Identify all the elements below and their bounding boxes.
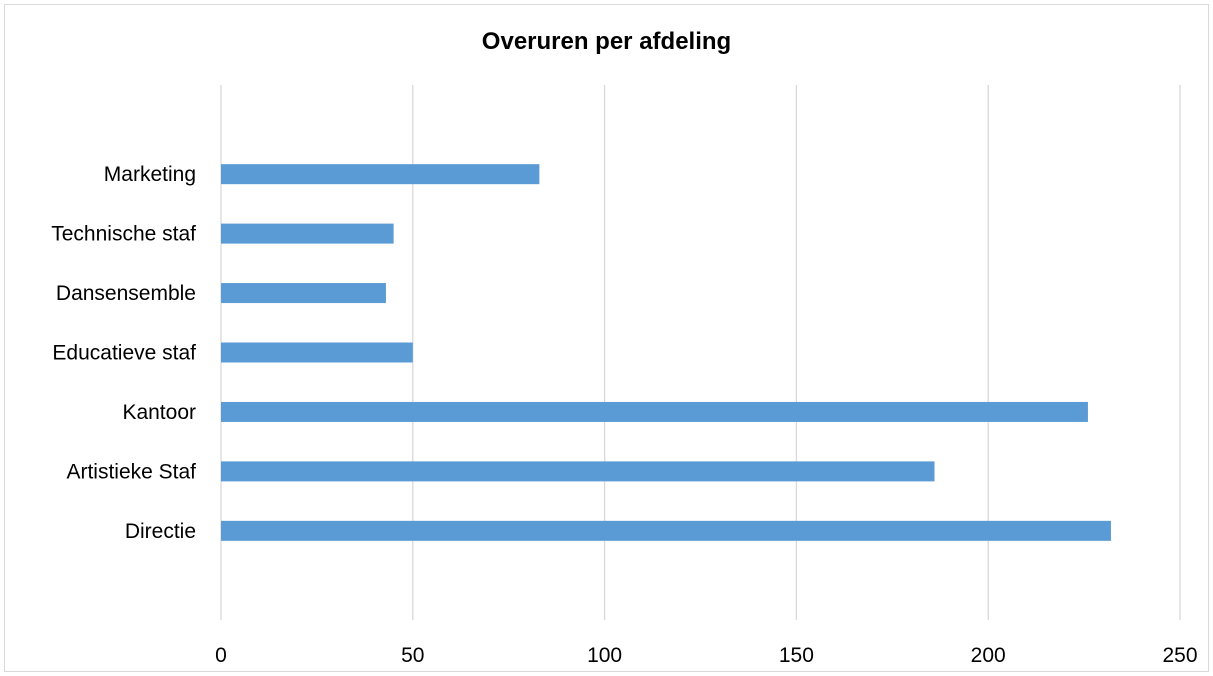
category-label: Dansensemble xyxy=(56,282,196,305)
category-label: Marketing xyxy=(104,163,196,186)
bar-directie xyxy=(221,520,1111,541)
x-tick-label: 0 xyxy=(215,644,227,667)
x-axis-tick-labels: 0 50 100 150 200 250 xyxy=(215,644,1197,667)
chart-title: Overuren per afdeling xyxy=(481,28,732,55)
bar-educatieve-staf xyxy=(221,342,413,363)
chart-area xyxy=(4,4,1209,672)
bar-marketing xyxy=(221,164,540,185)
bar-dansensemble xyxy=(221,283,386,304)
x-tick-label: 50 xyxy=(401,644,424,667)
bar-technische-staf xyxy=(221,223,394,244)
category-label: Artistieke Staf xyxy=(66,460,196,483)
category-labels: Directie Artistieke Staf Kantoor Educatieve… xyxy=(51,163,196,543)
category-label: Educatieve staf xyxy=(52,342,196,365)
category-label: Kantoor xyxy=(122,401,196,424)
bar-artistieke-staf xyxy=(221,461,935,482)
x-tick-label: 200 xyxy=(971,644,1006,667)
x-tick-label: 150 xyxy=(779,644,814,667)
x-tick-label: 250 xyxy=(1162,644,1197,667)
bars xyxy=(221,164,1111,541)
bar-kantoor xyxy=(221,401,1088,422)
x-tick-label: 100 xyxy=(587,644,622,667)
category-label: Technische staf xyxy=(51,223,196,246)
category-label: Directie xyxy=(125,520,196,543)
